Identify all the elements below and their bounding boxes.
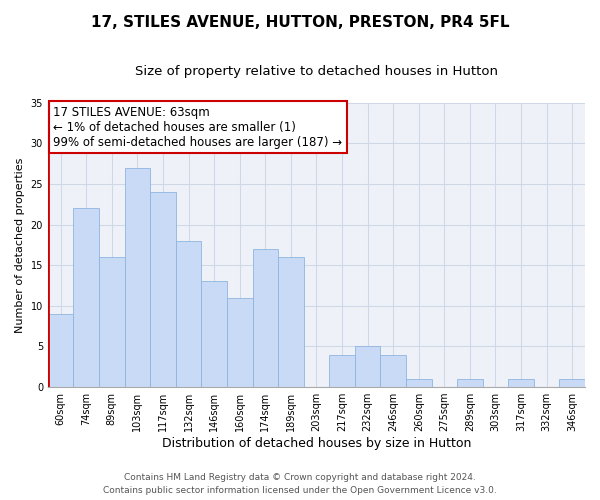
Bar <box>253 249 278 387</box>
Bar <box>176 241 202 387</box>
Bar <box>99 257 125 387</box>
X-axis label: Distribution of detached houses by size in Hutton: Distribution of detached houses by size … <box>162 437 471 450</box>
Bar <box>48 314 73 387</box>
Bar <box>406 379 431 387</box>
Bar <box>278 257 304 387</box>
Bar <box>73 208 99 387</box>
Bar <box>227 298 253 387</box>
Bar <box>202 282 227 387</box>
Bar <box>559 379 585 387</box>
Bar <box>125 168 150 387</box>
Bar <box>150 192 176 387</box>
Title: Size of property relative to detached houses in Hutton: Size of property relative to detached ho… <box>135 65 498 78</box>
Text: 17, STILES AVENUE, HUTTON, PRESTON, PR4 5FL: 17, STILES AVENUE, HUTTON, PRESTON, PR4 … <box>91 15 509 30</box>
Text: Contains HM Land Registry data © Crown copyright and database right 2024.
Contai: Contains HM Land Registry data © Crown c… <box>103 474 497 495</box>
Bar <box>457 379 482 387</box>
Bar <box>355 346 380 387</box>
Y-axis label: Number of detached properties: Number of detached properties <box>15 157 25 332</box>
Bar <box>329 354 355 387</box>
Bar <box>380 354 406 387</box>
Text: 17 STILES AVENUE: 63sqm
← 1% of detached houses are smaller (1)
99% of semi-deta: 17 STILES AVENUE: 63sqm ← 1% of detached… <box>53 106 343 148</box>
Bar <box>508 379 534 387</box>
